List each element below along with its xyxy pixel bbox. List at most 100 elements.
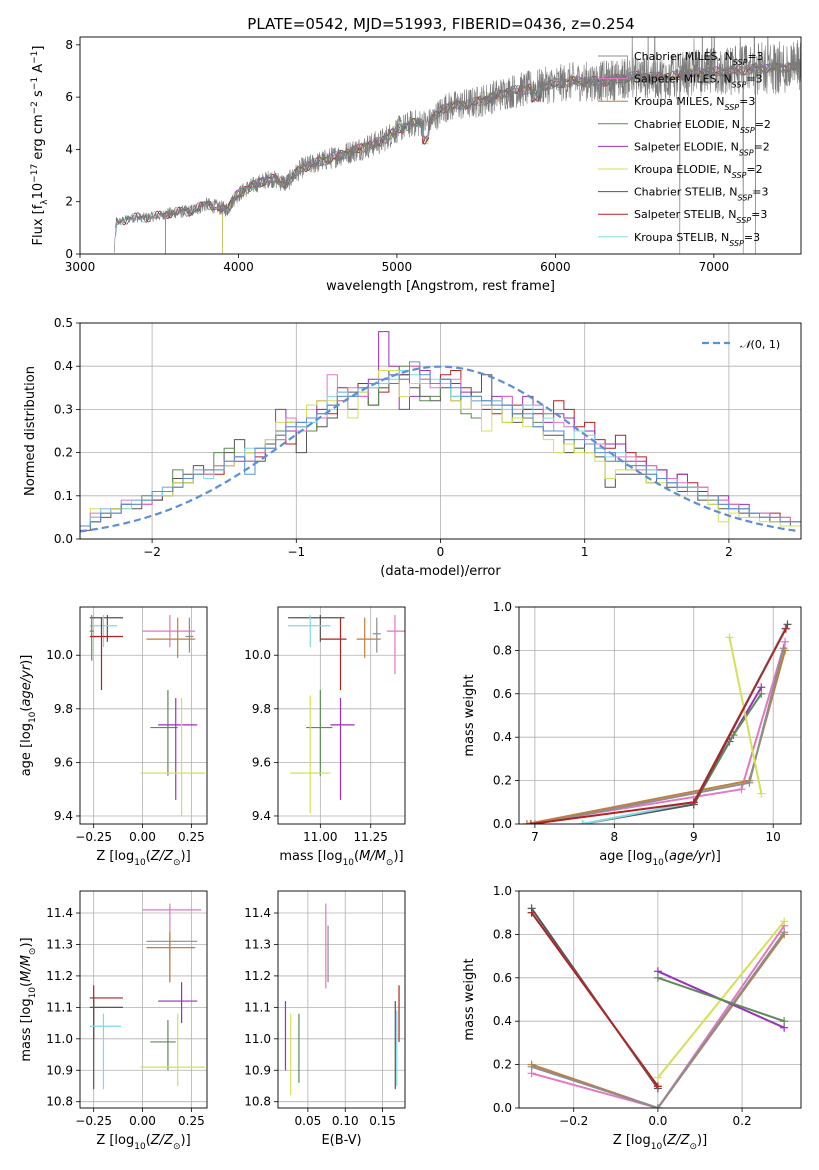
massweight_vs_age-xtick-label: 10 (766, 830, 781, 844)
age_vs_mass-ytick-label: 10.0 (244, 648, 271, 662)
spectrum-xtick-label: 4000 (223, 260, 254, 274)
spectrum-plot-area (113, 37, 801, 254)
massweight_vs_Z-xlabel: Z [log10(Z/Z⊙)] (613, 1133, 707, 1152)
age_vs_mass-plot-area (288, 615, 405, 814)
mass_vs_Z-xtick-label: −0.25 (75, 1114, 112, 1128)
spectrum-xtick-label: 7000 (699, 260, 730, 274)
mass_vs_ebv-xtick-label: 0.05 (295, 1114, 322, 1128)
age_vs_mass-xlabel: mass [log10(M/M⊙)] (279, 849, 403, 868)
weight-line (526, 641, 787, 824)
residuals-xtick-label: 0 (437, 545, 445, 559)
massweight_vs_Z-plot-area (527, 904, 789, 1108)
histogram-step-line (80, 361, 801, 539)
weight-line (531, 925, 786, 1108)
massweight_vs_age-frame (518, 606, 802, 825)
residuals-xtick-label: −1 (287, 545, 305, 559)
spectrum-ytick-label: 2 (65, 195, 73, 209)
model-spectrum-line (165, 61, 801, 254)
mass_vs_Z-ytick-label: 10.8 (46, 1095, 73, 1109)
massweight_vs_Z-ylabel: mass weight (462, 958, 477, 1040)
age_vs_Z-ytick-label: 9.8 (54, 702, 73, 716)
age_vs_Z-ylabel: age [log10(age/yr)] (19, 655, 38, 777)
massweight_vs_Z-xtick-label: 0.2 (733, 1114, 752, 1128)
age_vs_mass-axes: 11.00 11.25 9.4 9.6 9.8 10.0 (244, 607, 405, 844)
mass_vs_ebv-xtick-label: 0.15 (369, 1114, 396, 1128)
spectrum-axes: 3000 4000 5000 6000 7000 0 2 4 6 8 (65, 38, 729, 274)
massweight_vs_age-ytick-label: 0.8 (493, 643, 512, 657)
legend-label: Salpeter ELODIE, NSSP=2 (634, 140, 770, 157)
mass_vs_ebv-ytick-label: 11.1 (244, 1000, 271, 1014)
age_vs_mass-ytick-label: 9.4 (252, 809, 271, 823)
age_vs_mass-xtick-label: 11.25 (354, 830, 388, 844)
age_vs_Z-ytick-label: 10.0 (46, 648, 73, 662)
residuals-ylabel: Normed distribution (23, 366, 38, 496)
age_vs_mass-xtick-label: 11.00 (303, 830, 337, 844)
residuals-ytick-label: 0.1 (54, 489, 73, 503)
massweight_vs_age-ytick-label: 0.6 (493, 687, 512, 701)
spectrum-xtick-label: 6000 (540, 260, 571, 274)
age_vs_Z-xtick-label: −0.25 (75, 830, 112, 844)
massweight_vs_Z-frame (518, 890, 802, 1109)
mass_vs_Z-ylabel: mass [log10(M/M⊙)] (19, 937, 38, 1061)
massweight_vs_age-axes: 7 8 9 10 0.0 0.2 0.4 0.6 0.8 1.0 (493, 600, 801, 844)
mass_vs_ebv-xlabel: E(B-V) (321, 1133, 361, 1148)
residuals-xlabel: (data-model)/error (380, 564, 501, 579)
spectrum-frame (79, 36, 802, 255)
weight-line (531, 931, 786, 1108)
weight-line (657, 976, 785, 1023)
legend-label: Salpeter MILES, NSSP=3 (634, 73, 763, 90)
massweight_vs_age-ytick-label: 0.2 (493, 774, 512, 788)
mass_vs_ebv-ytick-label: 10.8 (244, 1095, 271, 1109)
weight-line (728, 637, 763, 794)
massweight_vs_age-xtick-label: 7 (531, 830, 539, 844)
mass_vs_ebv-ytick-label: 11.3 (244, 937, 271, 951)
age_vs_Z-ytick-label: 9.6 (54, 755, 73, 769)
mass_vs_ebv-ytick-label: 11.4 (244, 906, 271, 920)
residuals-frame (79, 322, 802, 540)
age_vs_mass-frame (277, 606, 406, 825)
massweight_vs_Z-ytick-label: 0.0 (493, 1101, 512, 1115)
model-spectrum-line (165, 62, 801, 254)
spectrum-legend: Chabrier MILES, NSSP=3 Salpeter MILES, NS… (598, 50, 771, 247)
mass_vs_ebv-plot-area (284, 903, 400, 1096)
residuals-xtick-label: 2 (725, 545, 733, 559)
mass_vs_Z-plot-area (89, 903, 206, 1090)
mass_vs_Z-axes: −0.25 0.00 0.25 10.8 10.9 11.0 11.1 11.2 11.3 11.… (46, 891, 207, 1128)
massweight_vs_age-plot-area (522, 620, 792, 824)
massweight_vs_Z-ytick-label: 1.0 (493, 884, 512, 898)
residuals-ytick-label: 0.4 (54, 359, 73, 373)
normal-curve-line (80, 365, 799, 533)
age_vs_Z-frame (79, 606, 208, 825)
residuals-axes: −2 −1 0 1 2 0.0 0.1 0.2 0.3 0.4 0.5 (54, 316, 801, 559)
legend-label: Kroupa MILES, NSSP=3 (634, 95, 755, 112)
figure-title: PLATE=0542, MJD=51993, FIBERID=0436, z=0… (247, 15, 634, 33)
mass_vs_Z-ytick-label: 11.2 (46, 969, 73, 983)
massweight_vs_age-ylabel: mass weight (462, 674, 477, 756)
age_vs_mass-ytick-label: 9.8 (252, 702, 271, 716)
residuals-xtick-label: −2 (143, 545, 161, 559)
legend-label: Chabrier MILES, NSSP=3 (634, 50, 764, 67)
massweight_vs_Z-xtick-label: 0.0 (648, 1114, 667, 1128)
legend-label: Salpeter STELIB, NSSP=3 (634, 208, 767, 225)
massweight_vs_age-xtick-label: 8 (611, 830, 619, 844)
spectrum-ytick-label: 0 (65, 247, 73, 261)
mass_vs_ebv-frame (277, 890, 406, 1109)
mass_vs_ebv-ytick-label: 11.0 (244, 1032, 271, 1046)
spectrum-ytick-label: 4 (65, 142, 73, 156)
legend-label: 𝒩(0, 1) (740, 338, 780, 351)
spectrum-xtick-label: 5000 (382, 260, 413, 274)
mass_vs_Z-frame (79, 890, 208, 1109)
legend-label: Chabrier STELIB, NSSP=3 (634, 186, 768, 203)
spectrum-ytick-label: 6 (65, 90, 73, 104)
spectrum-ylabel: Flux [fλ10−17 erg cm−2 s−1 A−1] (30, 46, 50, 246)
residuals-xtick-label: 1 (581, 545, 589, 559)
age_vs_Z-xlabel: Z [log10(Z/Z⊙)] (96, 849, 190, 868)
mass_vs_Z-xtick-label: 0.00 (129, 1114, 156, 1128)
massweight_vs_Z-xtick-label: −0.2 (559, 1114, 588, 1128)
residuals-plot-area (80, 331, 801, 539)
mass_vs_Z-ytick-label: 10.9 (46, 1063, 73, 1077)
mass_vs_Z-xtick-label: 0.25 (178, 1114, 205, 1128)
mass_vs_Z-ytick-label: 11.0 (46, 1032, 73, 1046)
legend-label: Chabrier ELODIE, NSSP=2 (634, 118, 771, 135)
